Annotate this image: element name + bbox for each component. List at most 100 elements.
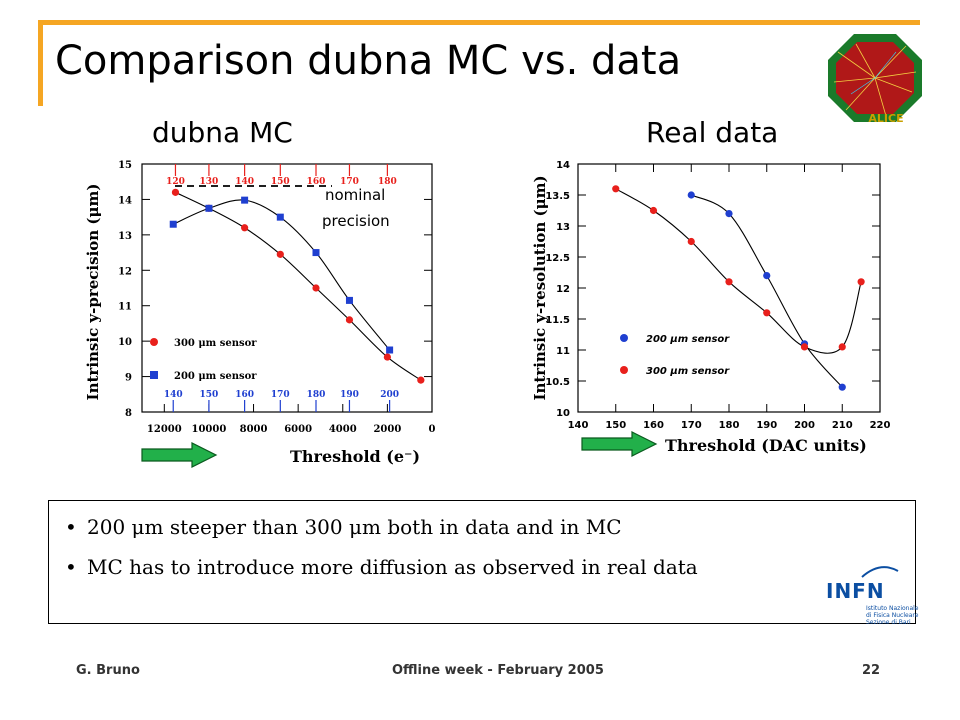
rd-xlabel: Threshold (DAC units) bbox=[665, 436, 867, 455]
panel-title-real: Real data bbox=[646, 116, 779, 149]
y-tick-label: 10.5 bbox=[545, 377, 570, 388]
plot-frame bbox=[141, 163, 433, 413]
y-tick-label: 8 bbox=[125, 408, 132, 419]
legend-label: 300 μm sensor bbox=[646, 366, 730, 377]
series-curve bbox=[691, 194, 843, 388]
mc-xlabel: Threshold (e⁻) bbox=[290, 447, 420, 466]
data-point bbox=[800, 343, 809, 351]
data-point bbox=[838, 383, 846, 391]
infn-subtext: Istituto Nazionale di Fisica Nucleare Se… bbox=[866, 605, 919, 626]
alice-logo: ALICE bbox=[828, 34, 922, 124]
infn-logo: INFN Istituto Nazionale di Fisica Nuclea… bbox=[826, 565, 919, 626]
dac-top-label: 180 bbox=[378, 177, 397, 187]
infn-subtext-line: Sezione di Bari bbox=[866, 619, 911, 626]
data-point bbox=[649, 206, 658, 215]
dac-top-label: 150 bbox=[271, 177, 290, 187]
dac-bottom-label: 140 bbox=[164, 390, 183, 400]
y-tick-label: 13.5 bbox=[545, 191, 570, 202]
mc-ylabel: Intrinsic y-precision (μm) bbox=[84, 184, 102, 401]
annotation-precision: precision bbox=[322, 212, 390, 230]
accent-bar-top bbox=[38, 20, 920, 25]
data-point bbox=[276, 250, 284, 258]
dac-top-label: 170 bbox=[340, 177, 359, 187]
legend-marker bbox=[620, 366, 628, 374]
y-tick-label: 11 bbox=[118, 302, 132, 313]
rd-ylabel: Intrinsic y-resolution (μm) bbox=[531, 175, 549, 400]
data-point bbox=[763, 272, 771, 280]
data-point bbox=[169, 220, 177, 228]
legend-label: 200 μm sensor bbox=[646, 334, 730, 345]
data-point bbox=[205, 204, 213, 212]
x-tick-label: 220 bbox=[870, 420, 891, 431]
infn-logo-text: INFN bbox=[826, 579, 885, 603]
legend-marker bbox=[150, 371, 158, 379]
y-tick-label: 14 bbox=[118, 195, 132, 206]
slide-title: Comparison dubna MC vs. data bbox=[55, 38, 682, 84]
data-point bbox=[763, 309, 771, 317]
x-tick-label: 2000 bbox=[373, 424, 401, 435]
x-tick-label: 160 bbox=[643, 420, 664, 431]
dac-bottom-label: 180 bbox=[307, 390, 326, 400]
note-text: MC has to introduce more diffusion as ob… bbox=[87, 555, 698, 579]
y-tick-label: 13 bbox=[118, 231, 132, 242]
y-tick-label: 10 bbox=[556, 408, 570, 419]
dac-bottom-label: 200 bbox=[380, 390, 399, 400]
arrow-right-icon bbox=[141, 442, 218, 468]
y-tick-label: 12 bbox=[556, 284, 570, 295]
dac-bottom-label: 160 bbox=[235, 390, 254, 400]
dac-top-label: 130 bbox=[200, 177, 219, 187]
data-point bbox=[312, 284, 320, 292]
data-point bbox=[687, 191, 695, 199]
accent-bar-left bbox=[38, 20, 43, 106]
data-point bbox=[345, 316, 354, 324]
x-tick-label: 150 bbox=[605, 420, 626, 431]
x-tick-label: 200 bbox=[794, 420, 815, 431]
bullet-icon: • bbox=[65, 515, 77, 539]
footer-event: Offline week - February 2005 bbox=[392, 663, 604, 678]
footer-author: G. Bruno bbox=[76, 663, 140, 678]
data-point bbox=[725, 210, 733, 218]
legend-marker bbox=[620, 334, 628, 342]
note-text: 200 μm steeper than 300 μm both in data … bbox=[87, 515, 622, 539]
data-point bbox=[725, 278, 733, 286]
data-point bbox=[857, 278, 865, 286]
x-tick-label: 10000 bbox=[192, 424, 227, 435]
y-tick-label: 13 bbox=[556, 222, 570, 233]
arrow-right-icon bbox=[581, 431, 658, 457]
notes-box: • 200 μm steeper than 300 μm both in data… bbox=[48, 500, 916, 624]
dac-top-label: 140 bbox=[235, 177, 254, 187]
data-point bbox=[241, 196, 249, 204]
x-tick-label: 190 bbox=[756, 420, 777, 431]
note-item: • 200 μm steeper than 300 μm both in data… bbox=[65, 515, 622, 539]
y-tick-label: 9 bbox=[125, 373, 132, 384]
y-tick-label: 14 bbox=[556, 160, 570, 171]
data-point bbox=[687, 237, 695, 246]
data-point bbox=[417, 376, 425, 384]
x-tick-label: 12000 bbox=[147, 424, 182, 435]
x-tick-label: 6000 bbox=[284, 424, 312, 435]
y-tick-label: 10 bbox=[118, 337, 132, 348]
data-point bbox=[241, 224, 249, 232]
panel-title-mc: dubna MC bbox=[152, 116, 293, 149]
dac-bottom-label: 190 bbox=[340, 390, 359, 400]
dac-bottom-label: 150 bbox=[200, 390, 219, 400]
data-point bbox=[383, 353, 391, 361]
data-point bbox=[838, 343, 846, 351]
data-point bbox=[345, 296, 353, 304]
infn-swoosh-icon bbox=[861, 566, 899, 578]
y-tick-label: 12 bbox=[118, 266, 132, 277]
dac-top-label: 160 bbox=[307, 177, 326, 187]
x-tick-label: 180 bbox=[719, 420, 740, 431]
data-point bbox=[612, 185, 620, 193]
x-tick-label: 8000 bbox=[240, 424, 268, 435]
chart-real-data: 10 10.5 11 11.5 12 12.5 13 13.5 14 140 150 160 170 1… bbox=[531, 160, 891, 455]
annotation-nominal: nominal bbox=[325, 186, 385, 204]
y-tick-label: 11 bbox=[556, 346, 570, 357]
x-tick-label: 210 bbox=[832, 420, 853, 431]
x-tick-label: 0 bbox=[429, 424, 436, 435]
data-point bbox=[171, 188, 180, 196]
infn-subtext-line: Istituto Nazionale bbox=[866, 605, 919, 612]
dac-bottom-label: 170 bbox=[271, 390, 290, 400]
infn-subtext-line: di Fisica Nucleare bbox=[866, 612, 919, 619]
x-tick-label: 4000 bbox=[329, 424, 357, 435]
